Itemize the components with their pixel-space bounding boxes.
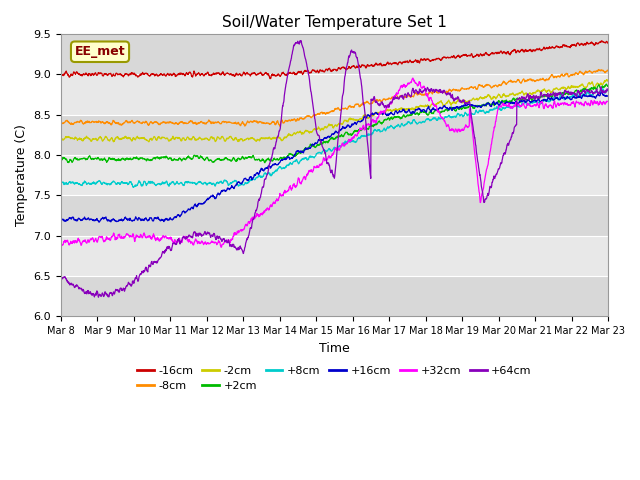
- X-axis label: Time: Time: [319, 342, 350, 355]
- Bar: [61, 276, 608, 316]
- Bar: [61, 155, 608, 195]
- Bar: [61, 236, 608, 276]
- Bar: [61, 74, 608, 115]
- Title: Soil/Water Temperature Set 1: Soil/Water Temperature Set 1: [222, 15, 447, 30]
- Bar: [61, 115, 608, 155]
- Bar: [61, 34, 608, 74]
- Legend: -16cm, -8cm, -2cm, +2cm, +8cm, +16cm, +32cm, +64cm: -16cm, -8cm, -2cm, +2cm, +8cm, +16cm, +3…: [133, 361, 536, 396]
- Bar: [61, 195, 608, 236]
- Text: EE_met: EE_met: [75, 45, 125, 58]
- Y-axis label: Temperature (C): Temperature (C): [15, 124, 28, 226]
